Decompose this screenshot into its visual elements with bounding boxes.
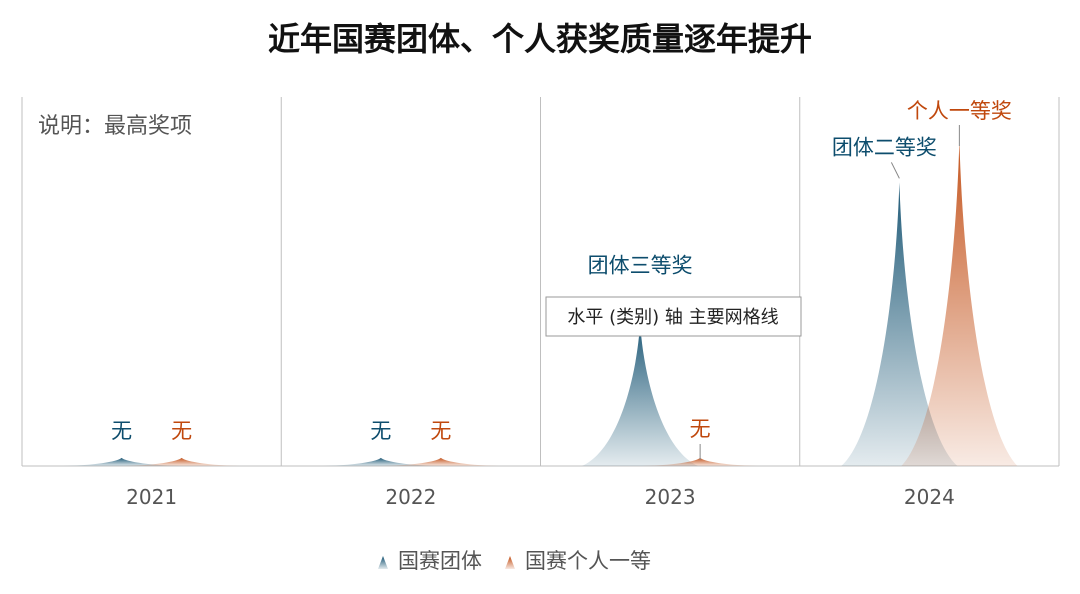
legend-swatch-icon	[505, 556, 515, 569]
tooltip: 水平 (类别) 轴 主要网格线	[545, 296, 802, 337]
data-label: 团体三等奖	[588, 254, 693, 278]
data-label: 无	[430, 419, 451, 443]
data-label: 无	[690, 417, 711, 441]
data-label: 团体二等奖	[832, 135, 937, 159]
x-tick-label: 2023	[645, 485, 696, 509]
data-label: 无	[111, 419, 132, 443]
data-label: 无	[171, 419, 192, 443]
legend-label: 国赛个人一等	[525, 549, 651, 573]
tooltip-text: 水平 (类别) 轴 主要网格线	[567, 307, 778, 328]
tooltip-box	[545, 296, 802, 337]
chart-title: 近年国赛团体、个人获奖质量逐年提升	[268, 20, 812, 58]
label-leader	[890, 162, 900, 179]
peak-individual-2021	[123, 457, 240, 466]
x-axis: 2021 2022 2023 2024	[126, 485, 955, 509]
x-tick-label: 2024	[904, 485, 955, 509]
plot-area	[63, 140, 1018, 466]
peak-individual-2022	[382, 457, 499, 466]
x-tick-label: 2022	[385, 485, 436, 509]
peak-team-2022	[322, 457, 439, 466]
x-tick-label: 2021	[126, 485, 177, 509]
peak-team-2021	[63, 457, 180, 466]
chart-note: 说明：最高奖项	[38, 114, 192, 139]
legend-swatch-icon	[378, 556, 388, 569]
legend: 国赛团体 国赛个人一等	[378, 549, 651, 573]
peak-individual-2023	[642, 457, 759, 466]
peak-team-2024	[841, 182, 958, 466]
peak-team-2023	[582, 322, 699, 466]
data-label: 无	[370, 419, 391, 443]
legend-label: 国赛团体	[398, 549, 482, 573]
peak-individual-2024	[901, 140, 1018, 466]
data-label: 个人一等奖	[907, 99, 1012, 123]
